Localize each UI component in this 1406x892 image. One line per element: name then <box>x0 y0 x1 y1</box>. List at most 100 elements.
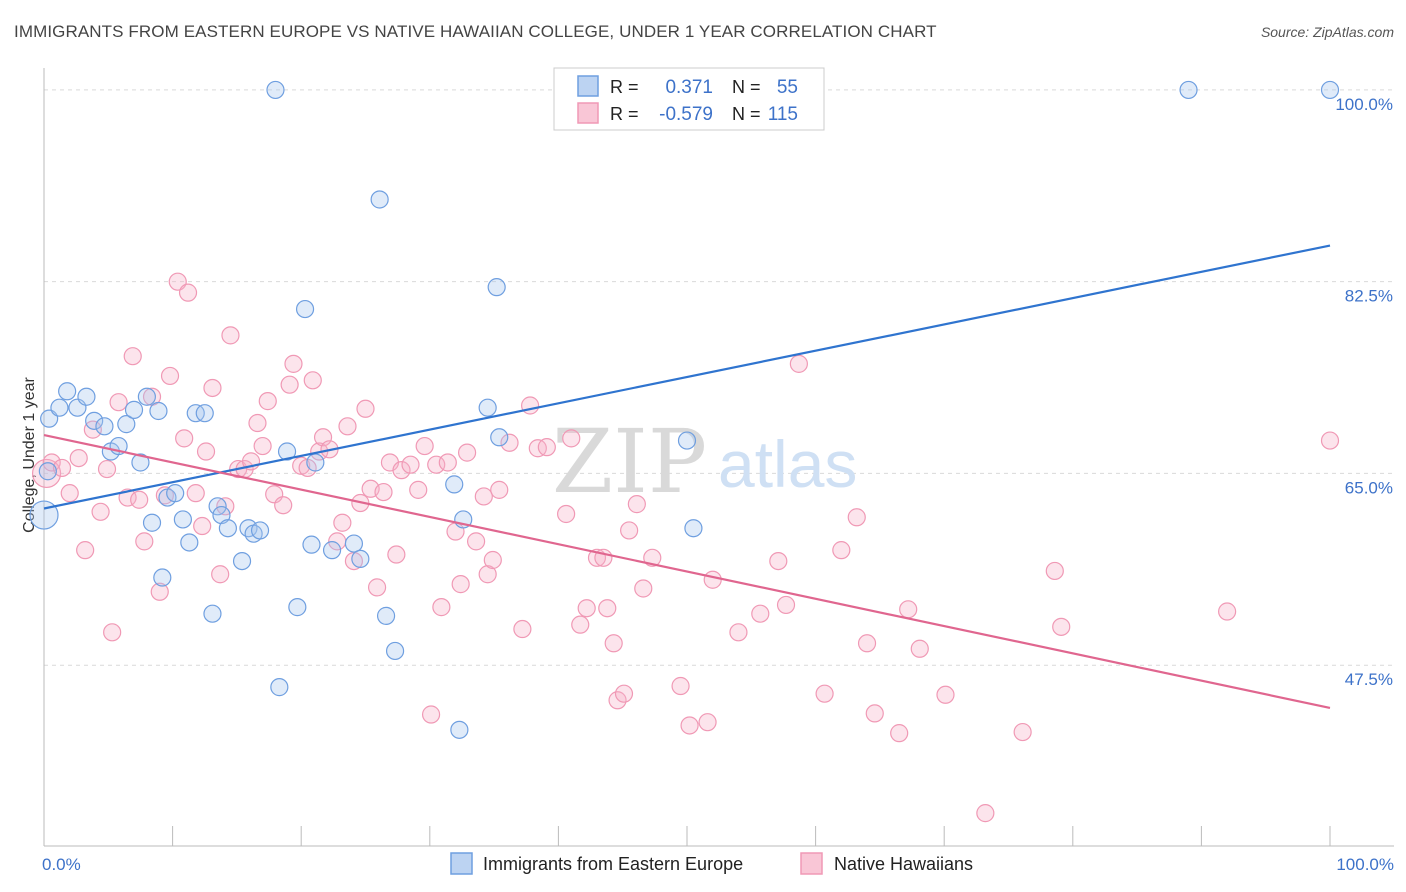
point-hawaiians-1 <box>42 453 61 472</box>
point-hawaiians-60 <box>421 705 441 724</box>
point-hawaiians-114 <box>1320 431 1340 450</box>
point-hawaiians-78 <box>562 429 581 448</box>
legend-swatch-immigrants <box>450 852 473 875</box>
point-immigrants-24 <box>208 497 227 516</box>
point-immigrants-54 <box>38 462 57 481</box>
stats-box: R = 0.371 N = 55 R = -0.579 N = 115 <box>553 67 825 131</box>
point-hawaiians-79 <box>571 615 590 634</box>
point-hawaiians-101 <box>832 541 851 560</box>
y-tick-labels: 47.5% 65.0% 82.5% 100.0% <box>1335 95 1393 689</box>
point-hawaiians-95 <box>729 623 748 642</box>
point-hawaiians-9 <box>103 623 122 642</box>
y-axis-label: College, Under 1 year <box>21 377 38 533</box>
point-hawaiians-41 <box>303 371 322 390</box>
point-hawaiians-74 <box>521 396 540 415</box>
point-hawaiians-46 <box>333 513 352 532</box>
point-hawaiians-76 <box>537 438 556 457</box>
point-hawaiians-36 <box>274 496 293 515</box>
point-hawaiians-98 <box>776 595 796 615</box>
point-immigrants-11 <box>124 400 144 419</box>
point-hawaiians-73 <box>513 619 532 639</box>
point-hawaiians-32 <box>248 413 267 433</box>
point-hawaiians-5 <box>76 541 95 560</box>
stats-n-value-2: 115 <box>768 104 798 125</box>
point-hawaiians-66 <box>457 443 477 462</box>
point-immigrants-51 <box>684 519 703 538</box>
point-hawaiians-80 <box>577 599 596 618</box>
point-immigrants-0 <box>29 500 59 530</box>
point-hawaiians-3 <box>60 484 79 503</box>
point-hawaiians-83 <box>598 599 617 618</box>
point-hawaiians-25 <box>203 378 222 398</box>
point-hawaiians-88 <box>627 495 646 514</box>
source-label: Source: ZipAtlas.com <box>1260 24 1394 40</box>
point-immigrants-50 <box>677 431 697 450</box>
point-immigrants-16 <box>153 568 172 587</box>
stats-r-label-1: R = <box>610 77 639 97</box>
point-hawaiians-13 <box>130 490 149 509</box>
point-hawaiians-108 <box>936 685 955 704</box>
point-immigrants-38 <box>322 541 342 560</box>
watermark-zip: ZIP <box>552 410 707 513</box>
point-hawaiians-2 <box>52 458 72 478</box>
point-immigrants-10 <box>117 415 136 434</box>
point-hawaiians-59 <box>415 436 434 456</box>
point-immigrants-31 <box>266 80 285 100</box>
trend-line-immigrants <box>43 244 1331 510</box>
point-hawaiians-37 <box>280 375 299 394</box>
point-hawaiians-24 <box>196 442 216 461</box>
point-hawaiians-99 <box>789 354 808 373</box>
point-immigrants-48 <box>487 278 506 297</box>
point-hawaiians-33 <box>253 436 272 456</box>
point-hawaiians-90 <box>643 548 662 567</box>
point-immigrants-12 <box>131 453 150 472</box>
point-hawaiians-12 <box>123 347 142 366</box>
point-immigrants-40 <box>351 549 370 569</box>
point-hawaiians-94 <box>703 570 722 589</box>
point-immigrants-2 <box>50 398 69 417</box>
watermark: ZIP atlas <box>552 410 857 513</box>
point-immigrants-22 <box>195 404 214 423</box>
point-hawaiians-68 <box>474 487 493 506</box>
point-immigrants-13 <box>137 387 156 406</box>
point-hawaiians-97 <box>769 551 788 571</box>
x-tick-label-0: 0.0% <box>42 855 81 874</box>
point-hawaiians-70 <box>483 550 502 570</box>
point-hawaiians-84 <box>604 634 623 653</box>
point-hawaiians-91 <box>671 676 690 696</box>
stats-swatch-blue <box>577 75 599 97</box>
legend-swatch-hawaiians <box>800 852 823 875</box>
point-hawaiians-7 <box>91 502 110 521</box>
point-hawaiians-110 <box>1013 722 1032 742</box>
point-hawaiians-87 <box>620 521 639 540</box>
point-hawaiians-62 <box>432 598 451 617</box>
point-immigrants-32 <box>270 678 289 697</box>
legend-label-immigrants: Immigrants from Eastern Europe <box>483 854 743 874</box>
point-immigrants-28 <box>239 519 258 538</box>
point-hawaiians-71 <box>490 480 509 499</box>
point-hawaiians-96 <box>751 604 770 623</box>
point-hawaiians-10 <box>109 393 128 412</box>
point-hawaiians-26 <box>211 565 230 584</box>
point-hawaiians-103 <box>857 634 877 653</box>
watermark-atlas: atlas <box>718 427 857 501</box>
point-hawaiians-77 <box>557 504 576 524</box>
x-tick-label-1: 100.0% <box>1336 855 1394 874</box>
point-hawaiians-112 <box>1052 617 1071 636</box>
point-immigrants-30 <box>250 521 270 540</box>
point-hawaiians-20 <box>175 429 194 448</box>
point-hawaiians-67 <box>466 532 486 551</box>
point-immigrants-52 <box>1179 80 1198 100</box>
legend: Immigrants from Eastern Europe Native Ha… <box>450 852 973 875</box>
y-tick-label-0: 47.5% <box>1345 670 1393 689</box>
y-tick-label-1: 65.0% <box>1345 478 1393 497</box>
point-immigrants-6 <box>85 411 104 430</box>
point-hawaiians-63 <box>438 453 457 472</box>
point-immigrants-3 <box>58 382 77 401</box>
point-hawaiians-27 <box>216 497 235 516</box>
point-hawaiians-52 <box>367 578 387 597</box>
point-hawaiians-47 <box>338 417 357 436</box>
point-immigrants-20 <box>180 533 199 552</box>
point-hawaiians-107 <box>910 639 929 658</box>
